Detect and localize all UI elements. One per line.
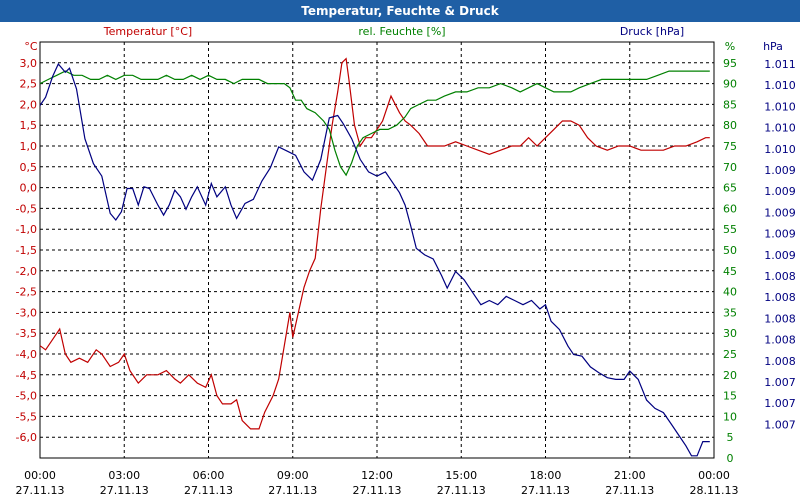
- pressure-tick: 1.008: [764, 291, 796, 304]
- x-tick-date: 28.11.13: [690, 484, 739, 497]
- humidity-tick: 0: [727, 452, 734, 465]
- humidity-tick: 40: [723, 286, 737, 299]
- pressure-tick: 1.008: [764, 312, 796, 325]
- humidity-tick: 60: [723, 202, 737, 215]
- x-tick-date: 27.11.13: [100, 484, 149, 497]
- humidity-tick: 65: [723, 182, 737, 195]
- temperature-tick: -2,0: [16, 265, 37, 278]
- humidity-tick: 5: [727, 431, 734, 444]
- humidity-tick: 80: [723, 119, 737, 132]
- pressure-tick: 1.009: [764, 228, 796, 241]
- temperature-tick: -4,0: [16, 348, 37, 361]
- temperature-unit: °C: [24, 40, 38, 53]
- pressure-tick: 1.009: [764, 164, 796, 177]
- x-tick-time: 06:00: [193, 469, 225, 482]
- pressure-tick: 1.008: [764, 355, 796, 368]
- pressure-tick: 1.010: [764, 79, 796, 92]
- pressure-tick: 1.007: [764, 397, 796, 410]
- humidity-tick: 30: [723, 327, 737, 340]
- grid: [40, 42, 714, 458]
- pressure-tick: 1.008: [764, 270, 796, 283]
- pressure-tick: 1.009: [764, 206, 796, 219]
- pressure-tick: 1.010: [764, 100, 796, 113]
- temperature-tick: 3,0: [20, 57, 38, 70]
- x-tick-time: 15:00: [445, 469, 477, 482]
- temperature-tick: -1,0: [16, 223, 37, 236]
- temperature-tick: 2,0: [20, 98, 38, 111]
- series-line-pressure: [39, 62, 710, 457]
- x-tick-time: 03:00: [108, 469, 140, 482]
- x-tick-date: 27.11.13: [521, 484, 570, 497]
- humidity-tick: 95: [723, 57, 737, 70]
- pressure-tick: 1.008: [764, 334, 796, 347]
- temperature-tick: 1,5: [20, 119, 38, 132]
- temperature-tick: -0,5: [16, 202, 37, 215]
- humidity-tick: 50: [723, 244, 737, 257]
- x-tick-date: 27.11.13: [353, 484, 402, 497]
- x-tick-date: 27.11.13: [184, 484, 233, 497]
- x-tick-date: 27.11.13: [437, 484, 486, 497]
- pressure-tick: 1.007: [764, 376, 796, 389]
- pressure-unit: hPa: [763, 40, 783, 53]
- pressure-axis: 1.011 1.010 1.010 1.010 1.010 1.009 1.009 1.009…: [764, 58, 796, 431]
- chart-title: Temperatur, Feuchte & Druck: [0, 0, 800, 22]
- x-tick-time: 00:00: [24, 469, 56, 482]
- humidity-tick: 45: [723, 265, 737, 278]
- humidity-tick: 35: [723, 306, 737, 319]
- temperature-axis-label: Temperatur [°C]: [103, 25, 192, 38]
- temperature-tick: -3,5: [16, 327, 37, 340]
- humidity-tick: 75: [723, 140, 737, 153]
- pressure-axis-label: Druck [hPa]: [620, 25, 684, 38]
- temperature-tick: 0,0: [20, 182, 38, 195]
- humidity-tick: 25: [723, 348, 737, 361]
- temperature-tick: 2,5: [20, 78, 38, 91]
- x-tick-time: 21:00: [614, 469, 646, 482]
- temperature-tick: -5,5: [16, 410, 37, 423]
- pressure-tick: 1.009: [764, 185, 796, 198]
- temperature-tick: 0,5: [20, 161, 38, 174]
- series-line-temperature: [39, 57, 710, 430]
- temperature-tick: -6,0: [16, 431, 37, 444]
- x-axis: 00:00 27.11.13 03:00 27.11.13 06:00 27.11.13 0…: [16, 469, 739, 497]
- pressure-tick: 1.010: [764, 143, 796, 156]
- x-tick-date: 27.11.13: [268, 484, 317, 497]
- humidity-tick: 15: [723, 390, 737, 403]
- x-tick-time: 09:00: [277, 469, 309, 482]
- humidity-tick: 55: [723, 223, 737, 236]
- pressure-tick: 1.010: [764, 122, 796, 135]
- series-layer: [39, 57, 710, 457]
- humidity-tick: 85: [723, 98, 737, 111]
- temperature-tick: -2,5: [16, 286, 37, 299]
- pressure-tick: 1.007: [764, 418, 796, 431]
- pressure-tick: 1.009: [764, 249, 796, 262]
- x-tick-time: 12:00: [361, 469, 393, 482]
- temperature-tick: -4,5: [16, 369, 37, 382]
- humidity-tick: 20: [723, 369, 737, 382]
- x-tick-time: 18:00: [530, 469, 562, 482]
- humidity-tick: 70: [723, 161, 737, 174]
- humidity-tick: 90: [723, 78, 737, 91]
- x-tick-time: 00:00: [698, 469, 730, 482]
- x-tick-date: 27.11.13: [605, 484, 654, 497]
- temperature-tick: -1,5: [16, 244, 37, 257]
- temperature-tick: 1,0: [20, 140, 38, 153]
- x-tick-date: 27.11.13: [16, 484, 65, 497]
- temperature-axis: 3,0 2,5 2,0 1,5 1,0 0,5 0,0 -0,5 -1,0 -1,5 -2,0 -2,…: [16, 57, 37, 444]
- temperature-tick: -3,0: [16, 306, 37, 319]
- series-line-humidity: [39, 70, 710, 177]
- humidity-tick: 10: [723, 410, 737, 423]
- temperature-tick: -5,0: [16, 390, 37, 403]
- pressure-tick: 1.011: [764, 58, 796, 71]
- humidity-unit: %: [725, 40, 735, 53]
- humidity-axis-label: rel. Feuchte [%]: [358, 25, 445, 38]
